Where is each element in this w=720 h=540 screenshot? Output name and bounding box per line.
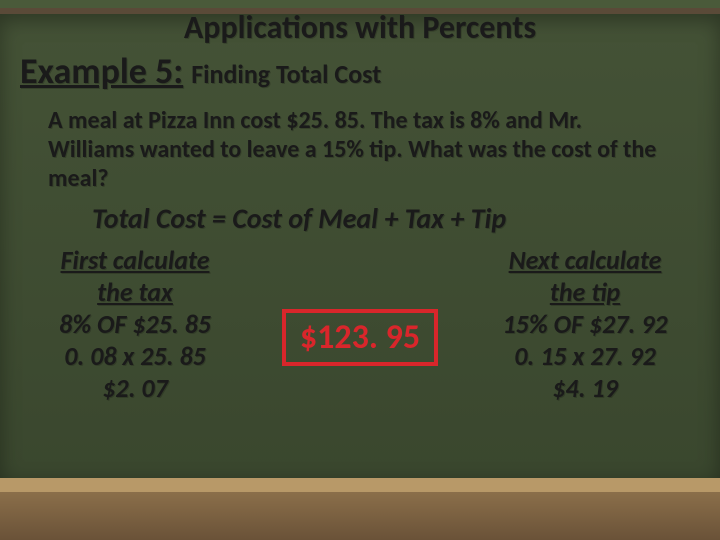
columns: First calculate the tax 8% OF $25. 85 0.… [20, 244, 700, 404]
right-heading-2: the tip [470, 276, 700, 308]
example-heading: Example 5: Finding Total Cost [20, 49, 700, 93]
right-heading-1: Next calculate [470, 244, 700, 276]
example-label: Example 5: [20, 49, 183, 93]
chalk-ledge [0, 492, 720, 540]
left-heading-1: First calculate [20, 244, 250, 276]
formula-text: Total Cost = Cost of Meal + Tax + Tip [92, 201, 700, 236]
content-area: Applications with Percents Example 5: Fi… [0, 8, 720, 404]
left-line-3: $2. 07 [20, 372, 250, 404]
left-heading-2: the tax [20, 276, 250, 308]
right-column: Next calculate the tip 15% OF $27. 92 0.… [470, 244, 700, 404]
problem-text: A meal at Pizza Inn cost $25. 85. The ta… [48, 107, 670, 193]
page-title: Applications with Percents [20, 8, 700, 47]
right-line-2: 0. 15 x 27. 92 [470, 340, 700, 372]
example-subtitle: Finding Total Cost [191, 58, 381, 90]
left-line-2: 0. 08 x 25. 85 [20, 340, 250, 372]
right-line-3: $4. 19 [470, 372, 700, 404]
left-line-1: 8% OF $25. 85 [20, 308, 250, 340]
slide: Applications with Percents Example 5: Fi… [0, 0, 720, 540]
left-column: First calculate the tax 8% OF $25. 85 0.… [20, 244, 250, 404]
answer-box: $123. 95 [282, 309, 438, 366]
right-line-1: 15% OF $27. 92 [470, 308, 700, 340]
center-column: $123. 95 [250, 244, 470, 404]
